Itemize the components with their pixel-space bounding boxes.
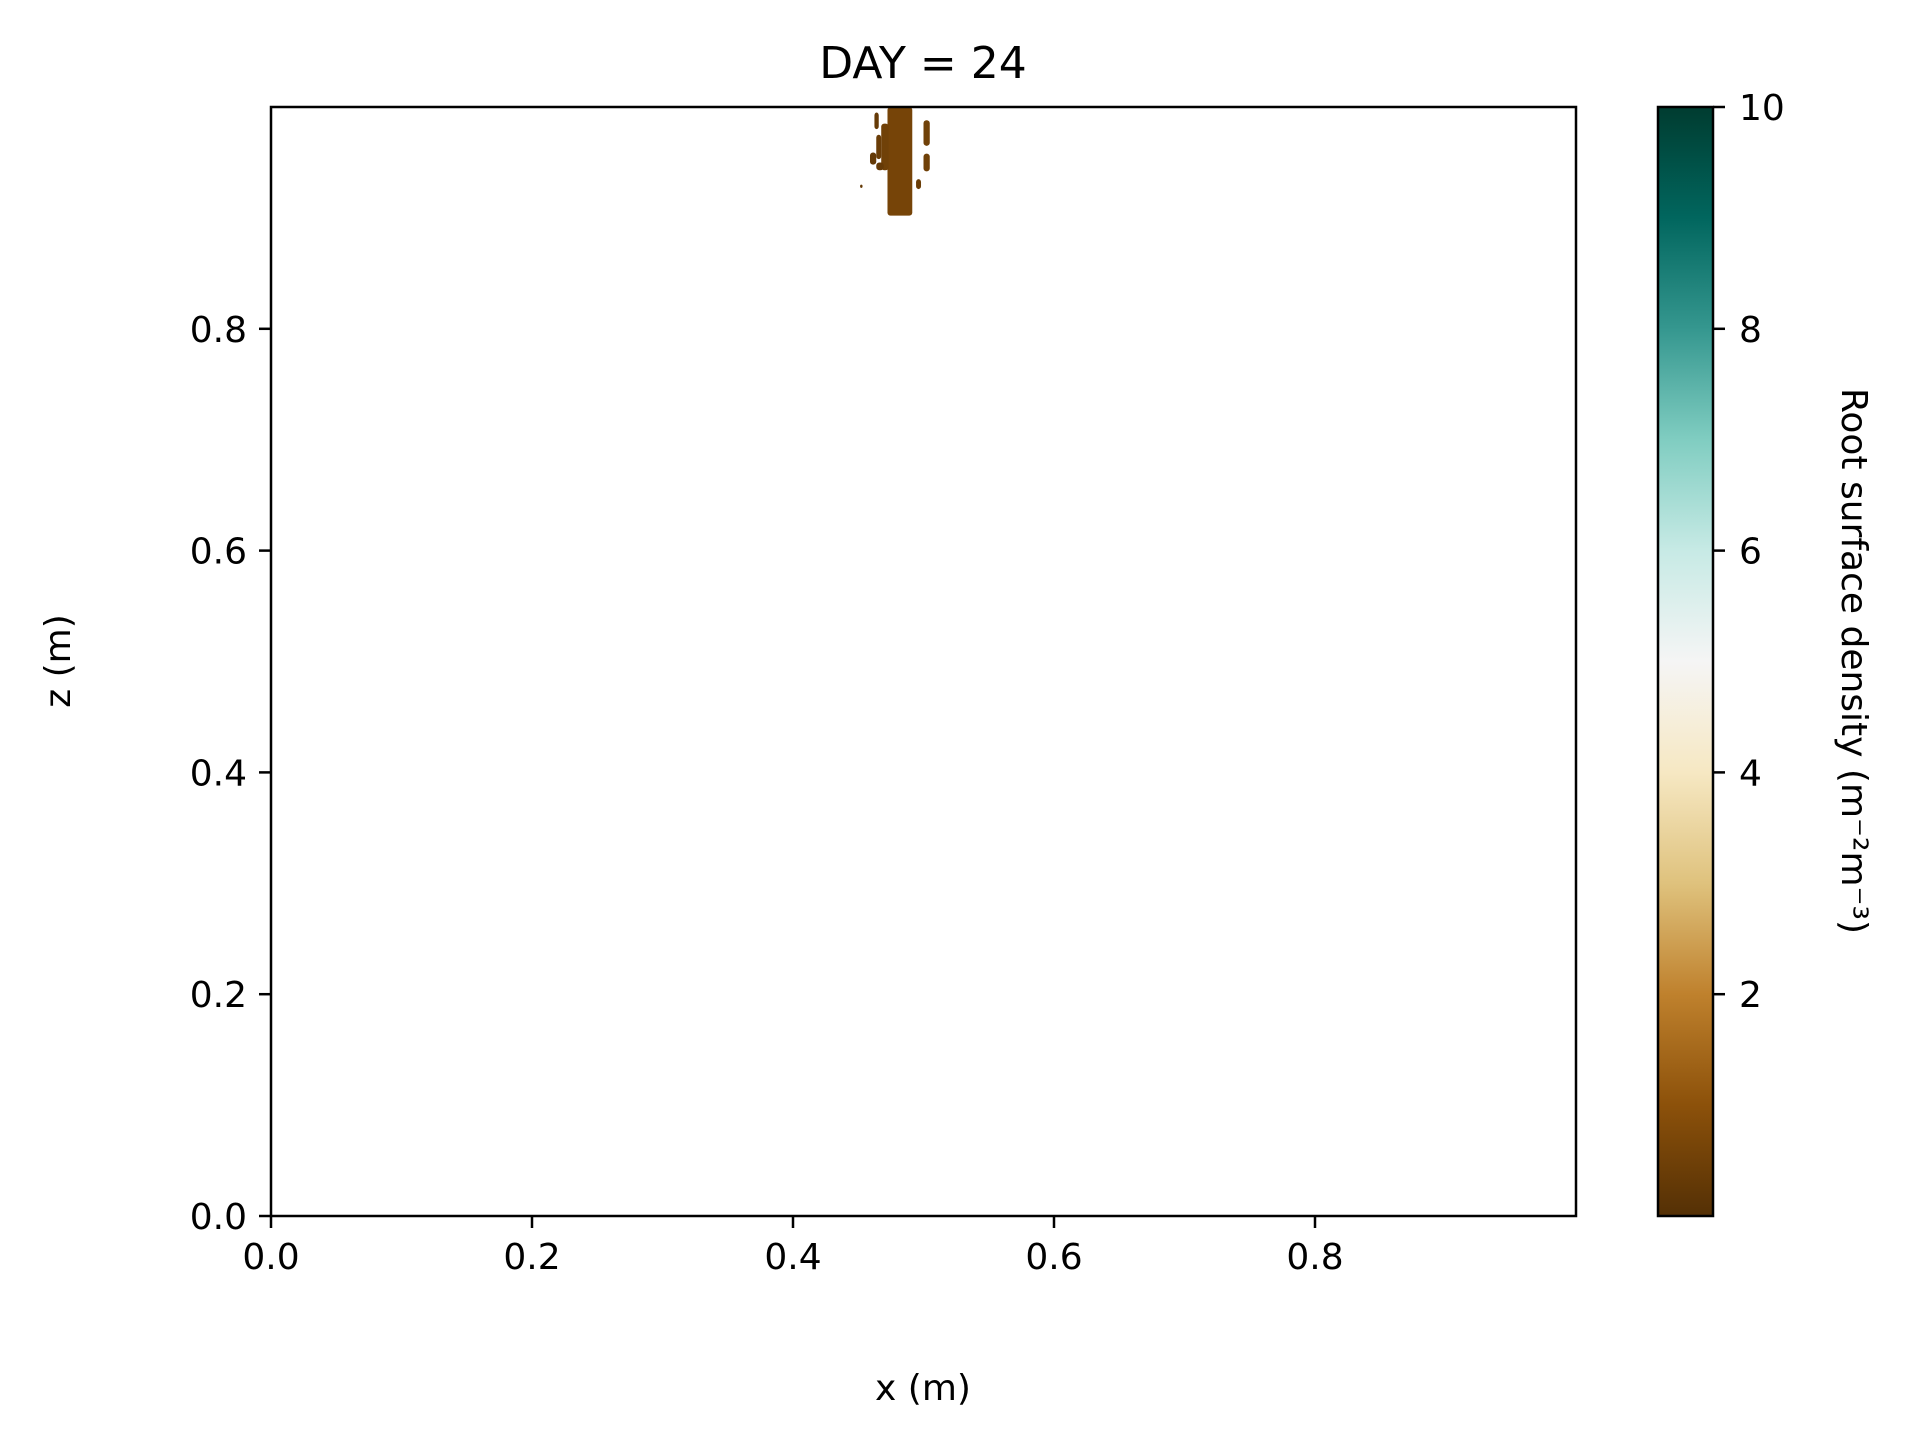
x-tick-label: 0.8: [1286, 1237, 1343, 1278]
colorbar-tick-label: 8: [1739, 310, 1762, 351]
x-tick-label: 0.2: [503, 1237, 560, 1278]
heatmap-cell: [916, 179, 922, 190]
y-tick-label: 0.4: [190, 753, 247, 794]
heatmap-cell: [876, 134, 882, 160]
y-axis: 0.0 0.2 0.4 0.6 0.8: [190, 310, 271, 1238]
colorbar-tick-label: 6: [1739, 532, 1762, 573]
colorbar-tick-label: 2: [1739, 975, 1762, 1016]
heatmap-cell: [869, 152, 877, 165]
y-tick-label: 0.0: [190, 1197, 247, 1238]
heatmap-cell: [874, 112, 879, 130]
plot-frame: [269, 105, 1578, 1218]
x-tick-label: 0.4: [764, 1237, 821, 1278]
x-axis: 0.0 0.2 0.4 0.6 0.8: [242, 1216, 1344, 1278]
y-tick-label: 0.8: [190, 310, 247, 351]
colorbar: [1656, 105, 1715, 1218]
y-axis-label: z (m): [38, 614, 79, 708]
heatmap-cell: [860, 184, 863, 188]
y-tick-label: 0.6: [190, 532, 247, 573]
heatmap-cell: [881, 123, 889, 171]
x-tick-label: 0.6: [1025, 1237, 1082, 1278]
colorbar-tick-label: 10: [1739, 88, 1785, 129]
x-tick-label: 0.0: [242, 1237, 299, 1278]
colorbar-label: Root surface density (m⁻²m⁻³): [1833, 388, 1874, 934]
heatmap-cell: [923, 153, 930, 172]
plot-area: [271, 107, 1576, 1216]
heatmap-cell: [876, 162, 884, 171]
x-axis-label: x (m): [875, 1368, 971, 1409]
heatmap-cells: [860, 107, 930, 216]
colorbar-axis: 2 4 6 8 10: [1713, 88, 1785, 1016]
heatmap-cell: [923, 120, 930, 146]
y-tick-label: 0.2: [190, 975, 247, 1016]
heatmap-cell: [887, 107, 913, 216]
chart-title: DAY = 24: [819, 38, 1027, 89]
colorbar-tick-label: 4: [1739, 753, 1762, 794]
